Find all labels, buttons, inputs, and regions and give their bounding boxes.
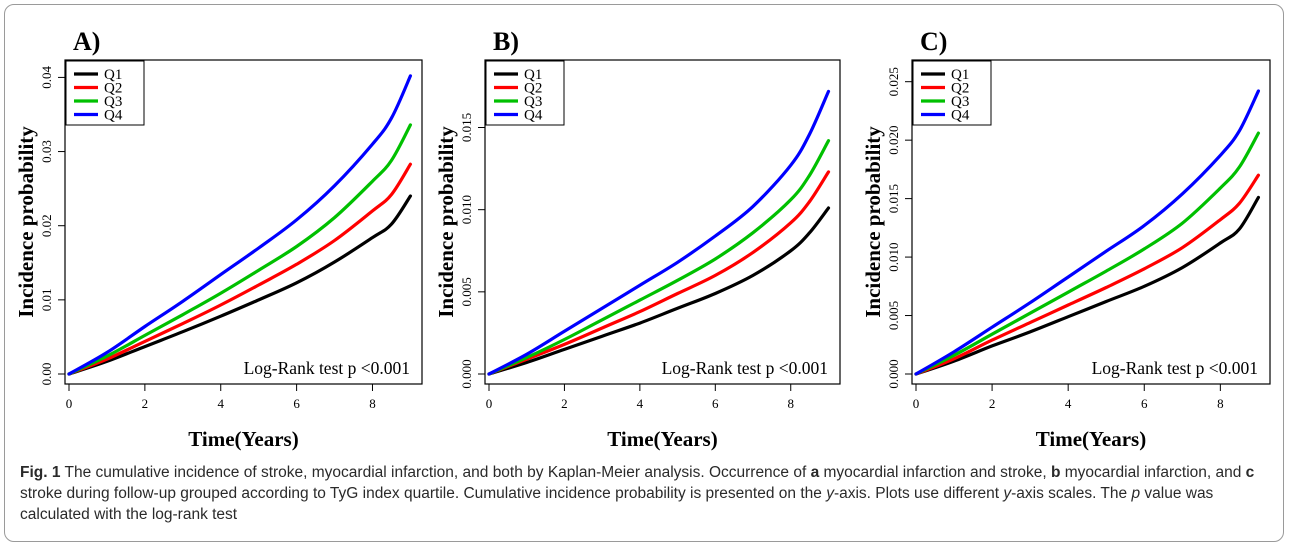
caption-panel-b: b bbox=[1050, 464, 1061, 481]
caption-p: p bbox=[1131, 485, 1141, 502]
panel-label-b: B) bbox=[493, 27, 519, 56]
x-tick-label-a: 2 bbox=[142, 396, 149, 411]
legend-label-q3-b: Q3 bbox=[524, 94, 542, 110]
legend-label-q2-c: Q2 bbox=[951, 81, 969, 97]
x-tick-label-c: 0 bbox=[913, 396, 920, 411]
y-tick-label-c: 0.015 bbox=[886, 184, 901, 213]
caption-text-axis: -axis. Plots use different bbox=[833, 485, 1004, 502]
caption-y-axis: y bbox=[826, 485, 834, 502]
y-tick-label-b: 0.005 bbox=[459, 277, 474, 306]
y-tick-label-a: 0.03 bbox=[39, 140, 54, 163]
legend-label-q2-b: Q2 bbox=[524, 81, 542, 97]
x-tick-label-a: 4 bbox=[217, 396, 224, 411]
plot-box-b bbox=[484, 59, 841, 385]
y-tick-label-c: 0.020 bbox=[886, 126, 901, 155]
panel-label-c: C) bbox=[920, 27, 947, 56]
figure-frame bbox=[4, 4, 1284, 542]
legend-label-q1-b: Q1 bbox=[524, 67, 542, 83]
plot-box-c bbox=[911, 59, 1271, 385]
chart-panel-b: B) 0.000 0.005 0.010 0.015 0 2 4 6 8 Time(Years) In… bbox=[434, 27, 841, 451]
y-axis-label-b: Incidence probability bbox=[434, 126, 458, 318]
y-tick-label-a: 0.04 bbox=[39, 66, 54, 89]
series-line-q2-b bbox=[487, 170, 831, 376]
caption-text-axis-2: -axis scales. The bbox=[1011, 485, 1132, 502]
series-line-q4-b bbox=[487, 89, 831, 376]
x-tick-label-b: 0 bbox=[486, 396, 493, 411]
series-line-q1-c bbox=[914, 195, 1260, 376]
caption-panel-a: a bbox=[810, 464, 820, 481]
y-tick-label-c: 0.005 bbox=[886, 301, 901, 330]
x-tick-label-c: 8 bbox=[1217, 396, 1224, 411]
caption-text-b: myocardial infarction, and bbox=[1060, 464, 1246, 481]
legend-label-q3-c: Q3 bbox=[951, 94, 969, 110]
legend-label-q1-c: Q1 bbox=[951, 67, 969, 83]
series-line-q1-a bbox=[67, 194, 412, 376]
legend-label-q4-c: Q4 bbox=[951, 108, 970, 124]
y-tick-label-b: 0.015 bbox=[459, 113, 474, 142]
caption-text-a: myocardial infarction and stroke, bbox=[819, 464, 1051, 481]
x-tick-label-b: 4 bbox=[637, 396, 644, 411]
series-line-q2-a bbox=[67, 162, 412, 376]
x-axis-label-c: Time(Years) bbox=[1036, 427, 1146, 451]
figure-caption: Fig. 1 The cumulative incidence of strok… bbox=[20, 462, 1265, 525]
x-tick-label-b: 2 bbox=[561, 396, 568, 411]
x-tick-label-c: 2 bbox=[989, 396, 996, 411]
x-tick-label-c: 4 bbox=[1065, 396, 1072, 411]
legend-label-q4-b: Q4 bbox=[524, 108, 543, 124]
y-tick-label-c: 0.000 bbox=[886, 359, 901, 388]
caption-text-end: value was calculated with the log-rank t… bbox=[20, 485, 1214, 523]
x-tick-label-b: 6 bbox=[712, 396, 719, 411]
y-axis-label-a: Incidence probability bbox=[14, 126, 38, 318]
series-line-q3-a bbox=[67, 123, 412, 376]
chart-panel-c: C) 0.000 0.005 0.010 0.015 0.020 0.025 0 2 4 6 8 Tim… bbox=[861, 27, 1271, 451]
x-tick-label-b: 8 bbox=[787, 396, 794, 411]
caption-text-1: The cumulative incidence of stroke, myoc… bbox=[60, 464, 811, 481]
caption-panel-c: c bbox=[1245, 464, 1255, 481]
y-tick-label-a: 0.02 bbox=[39, 214, 54, 237]
x-tick-label-a: 0 bbox=[66, 396, 73, 411]
y-tick-label-b: 0.010 bbox=[459, 195, 474, 224]
panel-label-a: A) bbox=[73, 27, 100, 56]
logrank-annotation-b: Log-Rank test p <0.001 bbox=[662, 358, 828, 378]
series-line-q4-c bbox=[914, 89, 1260, 376]
series-line-q1-b bbox=[487, 206, 831, 376]
y-tick-label-a: 0.01 bbox=[39, 288, 54, 311]
logrank-annotation-a: Log-Rank test p <0.001 bbox=[244, 358, 410, 378]
x-tick-label-c: 6 bbox=[1141, 396, 1148, 411]
series-line-q3-c bbox=[914, 131, 1260, 376]
y-tick-label-c: 0.010 bbox=[886, 242, 901, 271]
y-tick-label-c: 0.025 bbox=[886, 67, 901, 96]
legend-label-q4-a: Q4 bbox=[104, 108, 123, 124]
x-axis-label-b: Time(Years) bbox=[607, 427, 717, 451]
plot-box-a bbox=[64, 59, 423, 385]
y-tick-label-b: 0.000 bbox=[459, 359, 474, 388]
legend-label-q3-a: Q3 bbox=[104, 94, 122, 110]
caption-text-c: stroke during follow-up grouped accordin… bbox=[20, 485, 827, 502]
logrank-annotation-c: Log-Rank test p <0.001 bbox=[1092, 358, 1258, 378]
x-tick-label-a: 6 bbox=[293, 396, 300, 411]
x-axis-label-a: Time(Years) bbox=[188, 427, 298, 451]
series-line-q4-a bbox=[67, 74, 412, 376]
series-line-q2-c bbox=[914, 173, 1260, 376]
chart-panel-a: A) 0.00 0.01 0.02 0.03 0.04 0 2 4 6 8 Time(Years) In… bbox=[14, 27, 423, 451]
y-axis-label-c: Incidence probability bbox=[861, 126, 885, 318]
caption-y-axis-2: y bbox=[1003, 485, 1012, 502]
legend-label-q2-a: Q2 bbox=[104, 81, 122, 97]
legend-label-q1-a: Q1 bbox=[104, 67, 122, 83]
series-line-q3-b bbox=[487, 139, 831, 376]
charts-area: A) 0.00 0.01 0.02 0.03 0.04 0 2 4 6 8 Time(Years) In… bbox=[14, 27, 1271, 451]
caption-fig-label: Fig. 1 bbox=[20, 464, 61, 481]
x-tick-label-a: 8 bbox=[369, 396, 376, 411]
y-tick-label-a: 0.00 bbox=[39, 363, 54, 386]
